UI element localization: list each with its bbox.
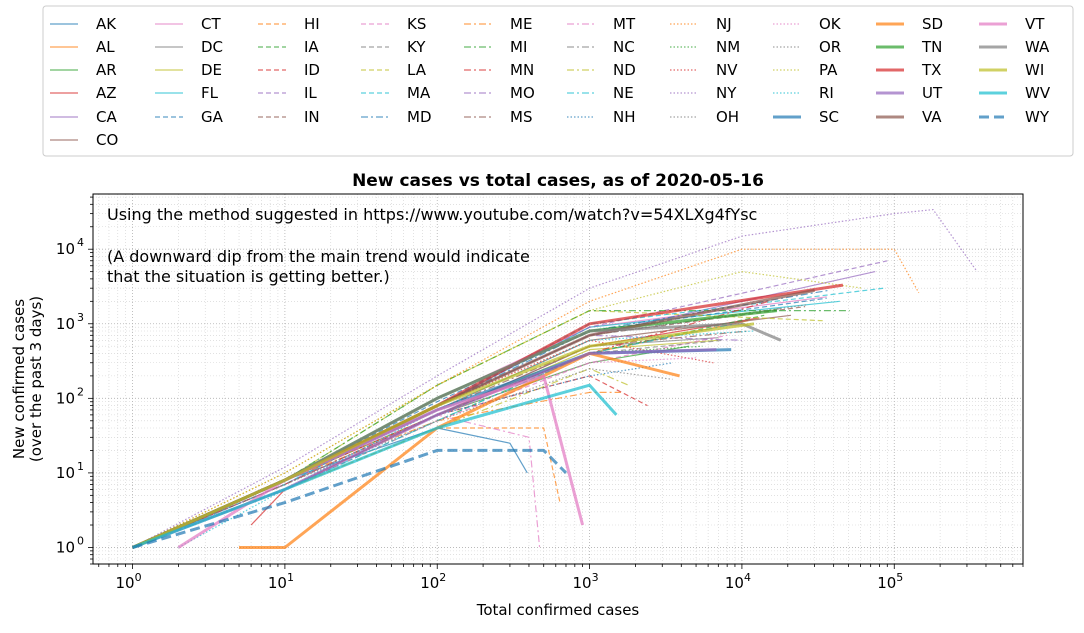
- legend-frame: [42, 5, 1074, 157]
- x-tick-label: 101: [268, 571, 294, 592]
- legend-label-nm: NM: [716, 38, 740, 56]
- legend: AK AL AR AZ CA CO CT DC DE FL GA HI IA ID IL IN KS KY LA MA…: [42, 5, 1074, 157]
- legend-label-oh: OH: [716, 108, 739, 126]
- legend-label-az: AZ: [96, 84, 117, 102]
- y-tick-label: 10: [56, 315, 75, 333]
- annotation-method: Using the method suggested in https://ww…: [107, 205, 757, 224]
- y-axis-label-line2: (over the past 3 days): [27, 296, 45, 462]
- legend-label-me: ME: [510, 15, 532, 33]
- legend-label-fl: FL: [201, 84, 219, 102]
- legend-label-co: CO: [96, 131, 118, 149]
- series-line-pa: [132, 271, 863, 549]
- y-tick-exponent: 1: [77, 460, 84, 473]
- legend-label-ri: RI: [819, 84, 834, 102]
- y-axis-label: New confirmed cases (over the past 3 day…: [10, 296, 45, 462]
- series-layer: [131, 209, 978, 549]
- plot-frame: [92, 193, 1024, 565]
- legend-label-la: LA: [407, 61, 427, 79]
- y-tick-label: 10: [56, 389, 75, 407]
- legend-label-mn: MN: [510, 61, 534, 79]
- y-axis-label-line1: New confirmed cases: [10, 299, 28, 459]
- legend-label-md: MD: [407, 108, 432, 126]
- legend-label-ut: UT: [922, 84, 943, 102]
- legend-label-nc: NC: [613, 38, 635, 56]
- legend-label-tn: TN: [921, 38, 942, 56]
- legend-label-dc: DC: [201, 38, 223, 56]
- legend-label-mo: MO: [510, 84, 535, 102]
- legend-label-vt: VT: [1025, 15, 1045, 33]
- x-tick-label: 104: [725, 571, 751, 592]
- x-axis: 100 101 102 103 104 105: [98, 564, 1024, 592]
- legend-label-ma: MA: [407, 84, 431, 102]
- y-tick-label: 10: [56, 538, 75, 556]
- series-line-or: [132, 368, 673, 549]
- series-line-wv: [132, 383, 618, 549]
- legend-label-ar: AR: [96, 61, 117, 79]
- legend-label-nj: NJ: [716, 15, 732, 33]
- y-tick-label: 10: [56, 464, 75, 482]
- legend-label-mi: MI: [510, 38, 527, 56]
- plot-area: [92, 193, 1024, 565]
- legend-label-de: DE: [201, 61, 222, 79]
- legend-label-ny: NY: [716, 84, 737, 102]
- legend-label-wy: WY: [1025, 108, 1050, 126]
- legend-label-va: VA: [922, 108, 942, 126]
- x-tick-label: 102: [420, 571, 446, 592]
- x-tick-label: 105: [877, 571, 903, 592]
- legend-label-pa: PA: [819, 61, 838, 79]
- legend-label-in: IN: [304, 108, 320, 126]
- legend-label-nh: NH: [613, 108, 636, 126]
- legend-label-tx: TX: [921, 61, 941, 79]
- legend-label-wi: WI: [1025, 61, 1044, 79]
- legend-label-hi: HI: [304, 15, 320, 33]
- legend-label-nv: NV: [716, 61, 738, 79]
- legend-label-ia: IA: [304, 38, 319, 56]
- legend-label-sd: SD: [922, 15, 943, 33]
- y-tick-exponent: 3: [77, 311, 84, 324]
- series-line-nj: [132, 248, 920, 549]
- legend-label-wa: WA: [1025, 38, 1050, 56]
- legend-label-nd: ND: [613, 61, 636, 79]
- legend-label-ok: OK: [819, 15, 842, 33]
- legend-label-or: OR: [819, 38, 841, 56]
- legend-label-ct: CT: [201, 15, 221, 33]
- annotation-dip-line2: that the situation is getting better.): [107, 267, 390, 286]
- x-tick-label: 103: [573, 571, 599, 592]
- annotation-dip-line1: (A downward dip from the main trend woul…: [107, 247, 530, 266]
- series-line-wi: [131, 322, 755, 549]
- series-line-wy: [132, 448, 568, 549]
- legend-label-ga: GA: [201, 108, 224, 126]
- x-tick-label: 100: [116, 571, 142, 592]
- legend-label-il: IL: [304, 84, 317, 102]
- legend-label-id: ID: [304, 61, 320, 79]
- legend-label-ks: KS: [407, 15, 426, 33]
- y-tick-exponent: 4: [77, 236, 84, 249]
- series-line-ri: [178, 330, 755, 549]
- x-axis-label: Total confirmed cases: [476, 601, 640, 619]
- legend-label-sc: SC: [819, 108, 839, 126]
- legend-label-ne: NE: [613, 84, 634, 102]
- legend-label-ms: MS: [510, 108, 532, 126]
- series-line-ny: [132, 209, 978, 549]
- y-tick-exponent: 2: [77, 385, 84, 398]
- legend-label-ky: KY: [407, 38, 426, 56]
- chart-title: New cases vs total cases, as of 2020-05-…: [352, 171, 764, 191]
- legend-label-ca: CA: [96, 108, 117, 126]
- legend-label-mt: MT: [613, 15, 636, 33]
- legend-label-wv: WV: [1025, 84, 1051, 102]
- legend-label-ak: AK: [96, 15, 117, 33]
- y-tick-label: 10: [56, 240, 75, 258]
- legend-label-al: AL: [96, 38, 115, 56]
- y-tick-exponent: 0: [77, 534, 84, 547]
